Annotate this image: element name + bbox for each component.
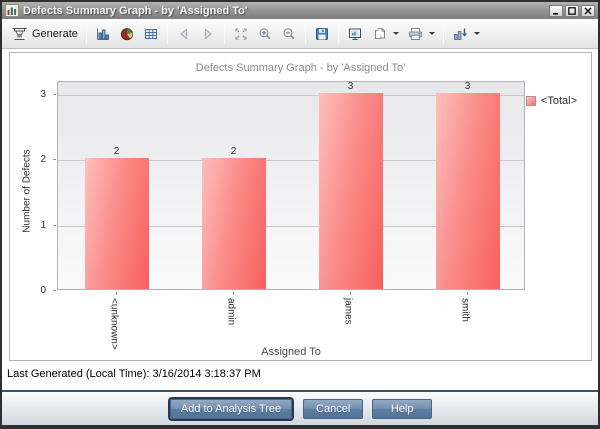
legend-swatch [525, 96, 536, 106]
copy-graph-icon [374, 27, 385, 39]
gridline [58, 225, 524, 227]
bar-chart-view-button[interactable] [91, 23, 115, 45]
content-area: Defects Summary Graph - by 'Assigned To'… [2, 49, 598, 390]
close-button[interactable] [581, 4, 595, 17]
bar-admin[interactable] [201, 158, 266, 289]
bar-value-label: 3 [347, 81, 354, 93]
zoom-in-button[interactable] [253, 23, 277, 45]
x-tick-mark [466, 292, 468, 295]
x-tick-mark [232, 292, 234, 295]
pie-chart-view-button[interactable] [115, 23, 139, 45]
generate-label: Generate [32, 27, 78, 40]
x-axis-title: Assigned To [261, 346, 321, 358]
save-button[interactable] [310, 23, 334, 45]
back-button[interactable] [172, 23, 196, 45]
y-axis-ticks: 0 1 2 3 [10, 81, 57, 296]
legend-item-total[interactable]: <Total> [525, 95, 577, 107]
zoom-in-icon [259, 27, 271, 39]
save-icon [315, 27, 328, 40]
print-dropdown-caret [428, 32, 435, 35]
zoom-out-button[interactable] [277, 23, 301, 45]
x-tick-label: <unknown> [108, 298, 120, 350]
toolbar-separator [304, 23, 306, 44]
fullscreen-button[interactable] [229, 23, 253, 45]
status-last-generated: Last Generated (Local Time): 3/16/2014 3… [7, 368, 261, 380]
y-tick-label: 1 [40, 219, 46, 231]
zoom-out-icon [283, 27, 295, 39]
plot-area: 2 2 3 3 [57, 81, 525, 290]
forward-button[interactable] [196, 23, 220, 45]
maximize-button[interactable] [565, 4, 579, 17]
toolbar-separator [166, 23, 168, 44]
cancel-button[interactable]: Cancel [303, 398, 364, 419]
x-axis-ticks: Assigned To <unknown> admin james smith [57, 292, 525, 360]
y-tick-label: 3 [40, 89, 46, 101]
help-button[interactable]: Help [372, 398, 433, 419]
back-icon [180, 27, 187, 40]
bar-value-label: 2 [113, 146, 120, 158]
filter-dropdown-caret [473, 32, 480, 35]
titlebar: Defects Summary Graph - by 'Assigned To' [2, 2, 598, 19]
filter-icon [453, 28, 468, 40]
toolbar-separator [223, 23, 225, 44]
screen-preview-button[interactable] [343, 23, 367, 45]
toolbar-separator [442, 23, 444, 44]
fullscreen-icon [235, 28, 247, 39]
chart-panel: Defects Summary Graph - by 'Assigned To'… [9, 52, 592, 361]
add-to-analysis-tree-button[interactable]: Add to Analysis Tree [169, 398, 293, 419]
y-tick-mark [53, 290, 56, 291]
window-title: Defects Summary Graph - by 'Assigned To' [23, 4, 248, 17]
bar-chart-view-icon [96, 28, 109, 40]
x-tick-mark [349, 292, 351, 295]
footer-separator [2, 390, 598, 392]
maximize-icon [568, 6, 576, 15]
close-icon [584, 7, 592, 14]
x-tick-label: smith [459, 298, 471, 322]
x-tick-mark [115, 292, 117, 295]
toolbar: Generate [2, 19, 598, 49]
footer-button-bar: Add to Analysis Tree Cancel Help [2, 392, 598, 425]
y-tick-mark [53, 224, 56, 226]
print-button[interactable] [403, 23, 439, 45]
forward-icon [204, 27, 212, 40]
screen-preview-icon [348, 28, 361, 40]
gridline [58, 95, 524, 97]
x-tick-label: james [342, 298, 354, 325]
toolbar-separator [85, 23, 87, 44]
gridline [58, 160, 524, 162]
bar-james[interactable] [318, 93, 383, 289]
bar-value-label: 3 [464, 81, 471, 93]
grid-view-button[interactable] [139, 23, 163, 45]
bar-smith[interactable] [435, 93, 500, 289]
copy-dropdown-caret [392, 32, 399, 35]
minimize-button[interactable] [549, 4, 563, 17]
graph-window-icon [5, 4, 19, 17]
generate-button[interactable]: Generate [7, 23, 82, 45]
bar-unknown[interactable] [84, 158, 149, 289]
generate-icon [12, 27, 27, 40]
y-tick-mark [53, 159, 56, 161]
y-tick-mark [53, 94, 56, 96]
pie-chart-view-icon [120, 27, 133, 40]
filter-button[interactable] [448, 23, 484, 45]
grid-view-icon [144, 28, 157, 39]
bar-value-label: 2 [230, 146, 237, 158]
x-tick-label: admin [225, 298, 237, 326]
copy-graph-button[interactable] [367, 23, 403, 45]
y-tick-label: 0 [40, 285, 46, 296]
y-tick-label: 2 [40, 154, 46, 166]
print-icon [408, 27, 422, 40]
toolbar-separator [337, 23, 339, 44]
minimize-icon [553, 12, 558, 15]
legend-label: <Total> [540, 95, 577, 107]
chart-title: Defects Summary Graph - by 'Assigned To' [195, 62, 406, 74]
